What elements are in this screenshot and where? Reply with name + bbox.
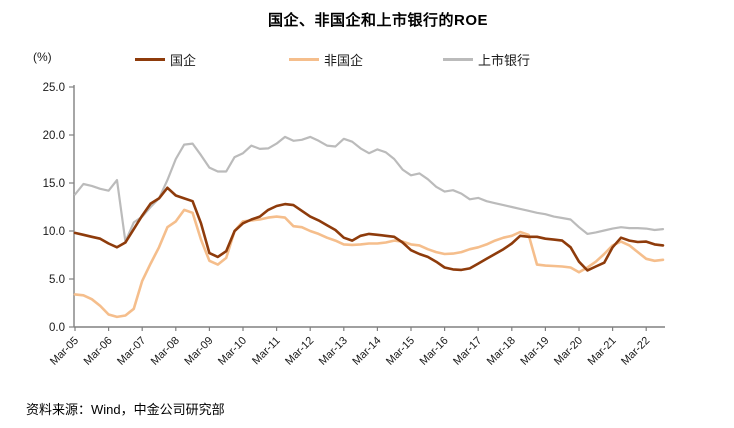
x-tick-label: Mar-05: [48, 335, 81, 368]
legend-item-soe: 国企: [135, 50, 196, 69]
series-line-non-soe: [73, 208, 665, 319]
source-note: 资料来源：Wind，中金公司研究部: [26, 402, 225, 417]
x-tick-label: Mar-14: [350, 335, 383, 368]
series-line-listed-banks: [73, 135, 665, 243]
y-tick-label: 25.0: [43, 82, 65, 94]
x-tick-label: Mar-08: [149, 335, 182, 368]
x-tick-label: Mar-22: [619, 335, 652, 368]
y-axis-unit-label: (%): [33, 50, 52, 64]
x-tick-label: Mar-20: [552, 335, 585, 368]
legend-label-listed-banks: 上市银行: [478, 53, 531, 68]
legend-swatch-listed-banks: [443, 58, 473, 61]
x-tick-label: Mar-09: [182, 335, 215, 368]
y-tick-label: 10.0: [43, 226, 65, 238]
x-tick-label: Mar-15: [384, 335, 417, 368]
legend-item-listed-banks: 上市银行: [443, 50, 530, 69]
y-tick-label: 0.0: [49, 322, 65, 334]
y-tick-label: 15.0: [43, 178, 65, 190]
y-tick-label: 5.0: [49, 274, 65, 286]
legend-swatch-soe: [135, 58, 165, 61]
legend-label-non-soe: 非国企: [324, 53, 364, 68]
x-tick-label: Mar-21: [586, 335, 619, 368]
y-tick-label: 20.0: [43, 130, 65, 142]
x-tick-label: Mar-12: [283, 335, 316, 368]
x-tick-label: Mar-16: [418, 335, 451, 368]
legend-item-non-soe: 非国企: [289, 50, 363, 69]
x-tick-label: Mar-18: [485, 335, 518, 368]
legend-swatch-non-soe: [289, 58, 319, 61]
x-tick-label: Mar-06: [82, 335, 115, 368]
x-tick-label: Mar-17: [451, 335, 484, 368]
legend-label-soe: 国企: [170, 53, 197, 68]
x-tick-label: Mar-19: [518, 335, 551, 368]
series-line-soe: [73, 186, 665, 272]
x-tick-label: Mar-07: [115, 335, 148, 368]
x-tick-label: Mar-13: [317, 335, 350, 368]
x-tick-label: Mar-11: [250, 335, 283, 368]
chart-title: 国企、非国企和上市银行的ROE: [267, 12, 488, 29]
x-tick-label: Mar-10: [216, 335, 249, 368]
